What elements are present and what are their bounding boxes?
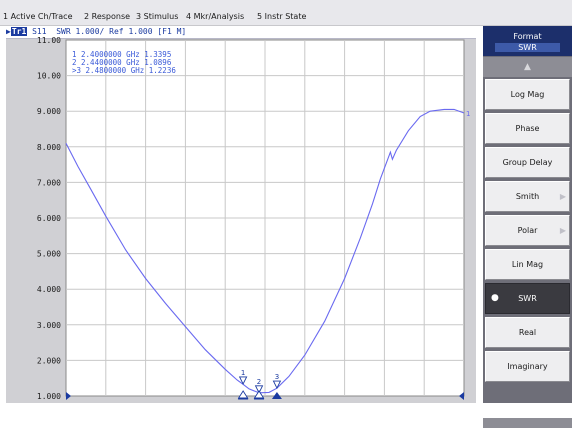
menu-active-ch-trace[interactable]: 1 Active Ch/Trace xyxy=(3,12,73,21)
softkey-scroll-up-icon[interactable]: ▲ xyxy=(483,57,572,77)
submenu-arrow-icon: ▶ xyxy=(559,192,566,201)
format-title: Format xyxy=(513,32,542,41)
y-tick-label: 6.000 xyxy=(37,214,61,223)
softkey-polar[interactable]: Polar ▶ xyxy=(485,215,570,246)
softkey-label: Log Mag xyxy=(510,90,545,99)
softkey-label: Imaginary xyxy=(507,362,548,371)
format-header: Format SWR xyxy=(483,26,572,56)
y-tick-label: 2.000 xyxy=(37,356,61,365)
marker-readout: >3 2.4800000 GHz 1.2236 xyxy=(72,66,176,75)
marker-readout: 1 2.4000000 GHz 1.3395 xyxy=(72,50,171,59)
softkey-lin-mag[interactable]: Lin Mag xyxy=(485,249,570,280)
softkey-smith[interactable]: Smith ▶ xyxy=(485,181,570,212)
y-tick-label: 7.000 xyxy=(37,178,61,187)
menu-mkr-analysis[interactable]: 4 Mkr/Analysis xyxy=(186,12,245,21)
selected-indicator-icon: ● xyxy=(491,293,499,303)
softkey-label: Polar xyxy=(517,226,538,235)
softkey-label: Lin Mag xyxy=(511,260,544,269)
softkey-phase[interactable]: Phase xyxy=(485,113,570,144)
y-tick-label: 9.000 xyxy=(37,107,61,116)
y-tick-label: 3.000 xyxy=(37,321,61,330)
softkey-real[interactable]: Real xyxy=(485,317,570,348)
softkey-label: SWR xyxy=(518,294,537,303)
y-tick-label: 8.000 xyxy=(37,143,61,152)
format-softkey-panel: Format SWR ▲ Log Mag Phase Group Delay Smit… xyxy=(483,26,572,428)
softkey-label: Group Delay xyxy=(502,158,553,167)
marker-number: 3 xyxy=(275,373,279,381)
menu-instr-state[interactable]: 5 Instr State xyxy=(257,12,307,21)
trace-end-label: 1 xyxy=(466,110,470,118)
reference-arrow-right-icon xyxy=(459,392,464,400)
menu-stimulus[interactable]: 3 Stimulus xyxy=(136,12,179,21)
axis-marker-1-icon[interactable] xyxy=(237,390,249,399)
channel-window: ▶Tr1 S11 SWR 1.000/ Ref 1.000 [F1 M] 11.… xyxy=(6,26,476,403)
menu-response[interactable]: 2 Response xyxy=(84,12,131,21)
reference-arrow-left-icon xyxy=(66,392,71,400)
marker-1-triangle-icon[interactable] xyxy=(238,376,248,385)
active-trace-arrow-icon: ▶ xyxy=(6,27,11,36)
y-tick-label: 4.000 xyxy=(37,285,61,294)
trace-header: S11 SWR 1.000/ Ref 1.000 [F1 M] xyxy=(32,27,187,36)
y-tick-label: 5.000 xyxy=(37,250,61,259)
softkey-log-mag[interactable]: Log Mag xyxy=(485,79,570,110)
softkey-group-delay[interactable]: Group Delay xyxy=(485,147,570,178)
submenu-arrow-icon: ▶ xyxy=(559,226,566,235)
softkey-scroll-down[interactable] xyxy=(483,418,572,428)
y-tick-label: 10.00 xyxy=(37,72,61,81)
marker-2-triangle-icon[interactable] xyxy=(254,385,264,394)
marker-number: 2 xyxy=(257,378,261,386)
trace-status-bar: ▶Tr1 S11 SWR 1.000/ Ref 1.000 [F1 M] xyxy=(6,26,476,39)
softkey-swr[interactable]: SWR ● xyxy=(485,283,570,314)
y-tick-label: 11.00 xyxy=(37,36,61,45)
swr-plot[interactable]: 11.00 10.00 9.000 8.000 7.000 6.000 5.000 4.000… xyxy=(6,26,476,403)
format-current-value: SWR xyxy=(495,43,560,52)
softkey-label: Smith xyxy=(515,192,540,201)
marker-readout: 2 2.4400000 GHz 1.0896 xyxy=(72,58,172,67)
softkey-label: Real xyxy=(518,328,537,337)
axis-marker-3-icon[interactable] xyxy=(271,392,282,399)
marker-3-triangle-icon[interactable] xyxy=(272,380,282,390)
marker-number: 1 xyxy=(241,369,245,377)
trace-id-badge[interactable]: Tr1 xyxy=(10,27,28,36)
softkey-label: Phase xyxy=(515,124,540,133)
swr-trace-line xyxy=(65,108,465,394)
y-tick-label: 1.000 xyxy=(37,392,61,401)
menu-bar: 1 Active Ch/Trace 2 Response 3 Stimulus … xyxy=(0,0,572,26)
axis-marker-2-icon[interactable] xyxy=(253,390,265,399)
softkey-imaginary[interactable]: Imaginary xyxy=(485,351,570,382)
